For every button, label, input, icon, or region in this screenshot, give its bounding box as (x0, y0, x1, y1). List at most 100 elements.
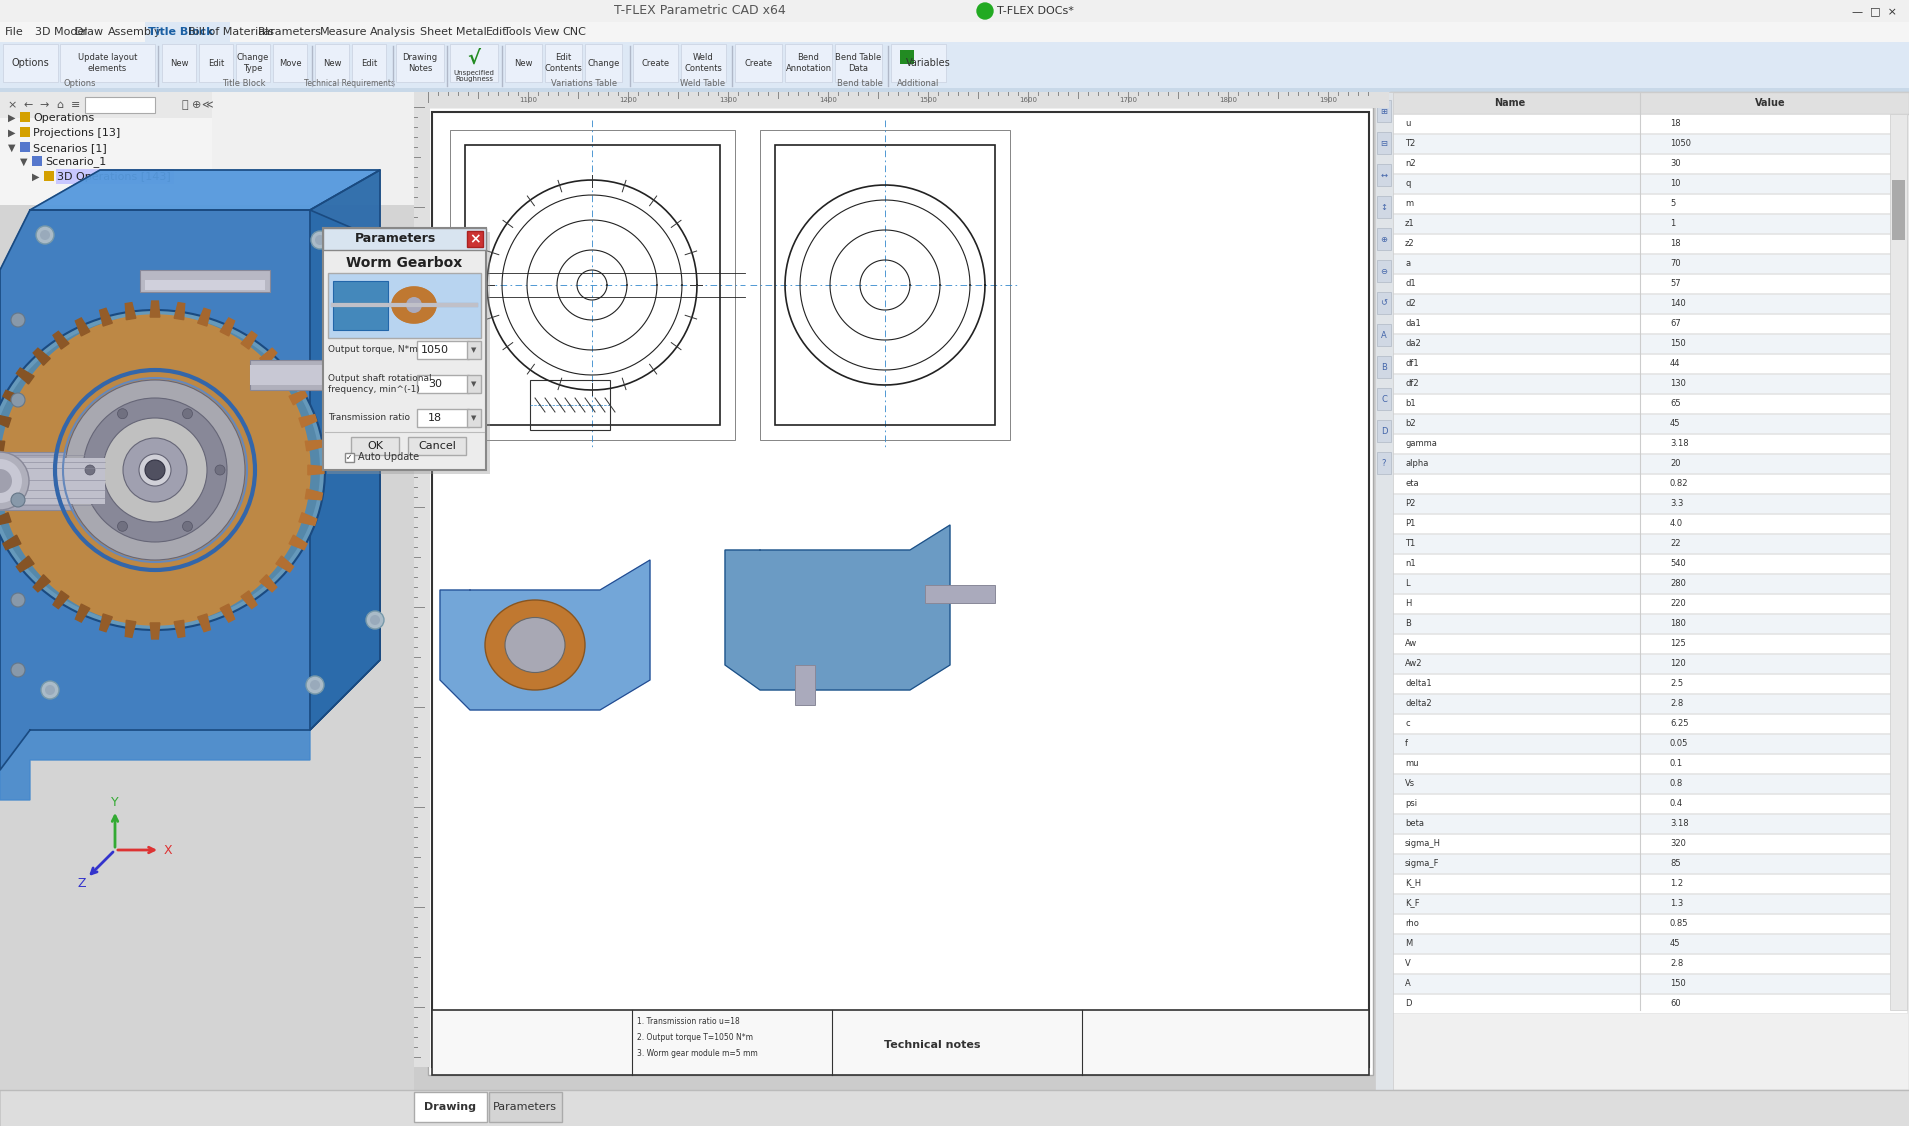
Bar (506, 44, 542, 82)
Text: sigma_H: sigma_H (1405, 839, 1441, 848)
Text: 1.3: 1.3 (1670, 899, 1684, 908)
Text: →: → (40, 100, 50, 110)
Text: 1400: 1400 (819, 97, 836, 102)
Text: 85: 85 (1670, 858, 1680, 867)
Text: 0.85: 0.85 (1670, 919, 1688, 928)
Text: 18: 18 (1670, 118, 1680, 127)
Bar (1392, 854, 1907, 873)
Text: Bill of Materials: Bill of Materials (187, 27, 275, 37)
Polygon shape (277, 368, 294, 384)
Text: Parameters: Parameters (355, 232, 437, 245)
Text: 140: 140 (1670, 298, 1686, 307)
Text: ↺: ↺ (1380, 298, 1388, 307)
Text: ←: ← (23, 100, 32, 110)
Text: m: m (1405, 198, 1413, 207)
Circle shape (0, 470, 11, 493)
Text: df2: df2 (1405, 378, 1418, 387)
Bar (416, 341, 470, 359)
Bar (1392, 654, 1907, 673)
Bar (0, 42, 1909, 92)
Text: Measure: Measure (321, 27, 368, 37)
Text: Title Block: Title Block (221, 80, 265, 89)
Bar (1392, 194, 1907, 213)
Bar (1392, 933, 1907, 953)
Polygon shape (0, 414, 11, 427)
Polygon shape (0, 489, 4, 500)
Text: 280: 280 (1670, 579, 1686, 588)
Bar (1392, 794, 1907, 813)
Text: 1500: 1500 (918, 97, 937, 102)
Text: ≪: ≪ (200, 100, 212, 110)
Bar (544, 44, 582, 82)
Text: ↔: ↔ (1380, 170, 1388, 179)
Circle shape (367, 611, 384, 629)
Text: A: A (1405, 978, 1411, 988)
Text: 1900: 1900 (1319, 97, 1336, 102)
Circle shape (311, 231, 328, 249)
Bar (1376, 388, 1392, 410)
Circle shape (65, 379, 244, 560)
Bar (431, 1010, 1369, 1075)
Text: T-FLEX Parametric CAD x64: T-FLEX Parametric CAD x64 (615, 5, 787, 18)
Bar (1392, 974, 1907, 993)
Text: Name: Name (1495, 98, 1525, 108)
Bar (1376, 292, 1392, 314)
Text: L: L (1405, 579, 1409, 588)
Polygon shape (151, 301, 160, 318)
Polygon shape (725, 525, 951, 690)
Bar (1890, 114, 1907, 1010)
Text: Vs: Vs (1405, 778, 1415, 787)
Bar (1392, 394, 1907, 413)
Circle shape (11, 593, 25, 607)
Text: 22: 22 (1670, 538, 1680, 547)
Polygon shape (151, 623, 160, 638)
Text: 1700: 1700 (1119, 97, 1138, 102)
Text: 10: 10 (1670, 179, 1680, 188)
Text: 1. Transmission ratio u=18: 1. Transmission ratio u=18 (638, 1018, 741, 1027)
Text: ⊟: ⊟ (1380, 138, 1388, 148)
Polygon shape (0, 730, 309, 799)
Text: Unspecified
Roughness: Unspecified Roughness (454, 70, 494, 82)
Text: K_F: K_F (1405, 899, 1420, 908)
Polygon shape (220, 318, 235, 336)
Circle shape (11, 393, 25, 406)
Bar (489, 1092, 561, 1121)
Text: T-FLEX DOCs*: T-FLEX DOCs* (996, 6, 1075, 16)
Text: B: B (1405, 618, 1411, 627)
Bar (328, 272, 481, 338)
Polygon shape (260, 574, 277, 592)
Text: OK: OK (367, 441, 384, 452)
Bar (1392, 714, 1907, 733)
Text: q: q (1405, 179, 1411, 188)
Bar (794, 665, 815, 705)
Bar (1392, 634, 1907, 653)
Text: 3D Model: 3D Model (34, 27, 88, 37)
Bar (1392, 754, 1907, 774)
Bar (323, 227, 487, 250)
Text: ▼: ▼ (472, 381, 477, 387)
Text: ×: × (8, 100, 17, 110)
Text: 2. Output torque T=1050 N*m: 2. Output torque T=1050 N*m (638, 1034, 752, 1043)
Polygon shape (307, 465, 325, 475)
Text: f: f (1405, 739, 1409, 748)
Text: Assembly: Assembly (109, 27, 162, 37)
Bar (468, 231, 483, 247)
Polygon shape (0, 512, 11, 526)
Text: Variables: Variables (905, 59, 951, 68)
Polygon shape (199, 614, 210, 632)
Bar (139, 270, 269, 292)
Text: 180: 180 (1670, 618, 1686, 627)
Text: 20: 20 (1670, 458, 1680, 467)
Bar (332, 282, 388, 330)
Text: 0.82: 0.82 (1670, 479, 1688, 488)
Bar (409, 437, 466, 455)
Bar (0, 23, 1909, 42)
Text: 1: 1 (1670, 218, 1676, 227)
Polygon shape (300, 512, 317, 526)
Text: D: D (1405, 999, 1411, 1008)
Text: Sheet Metal: Sheet Metal (420, 27, 487, 37)
Text: Drawing: Drawing (424, 1102, 475, 1112)
Circle shape (309, 680, 321, 690)
Bar (1392, 694, 1907, 713)
Bar (351, 437, 399, 455)
